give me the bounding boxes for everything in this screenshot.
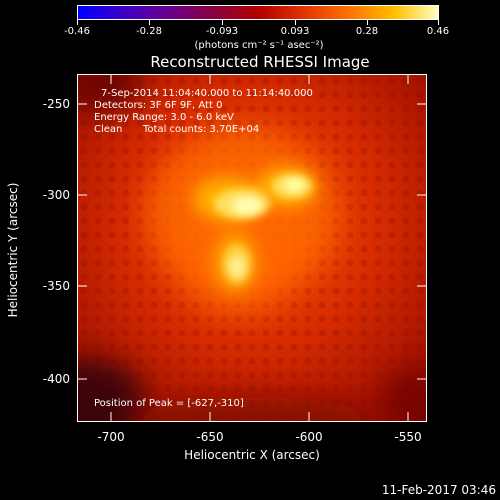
total-counts-label: Total counts: 3.70E+04 (142, 124, 259, 135)
colorbar-tick (438, 20, 439, 25)
peak-position-label: Position of Peak = [-627,-310] (94, 398, 244, 409)
colorbar (77, 5, 439, 20)
colorbar-tick (149, 20, 150, 25)
colorbar-tick-label: -0.46 (64, 26, 90, 37)
x-tick-label: -700 (97, 430, 125, 444)
x-tick-label: -550 (394, 430, 422, 444)
colorbar-tick (77, 20, 78, 25)
energy-range-label: Energy Range: 3.0 - 6.0 keV (94, 112, 234, 123)
timestamp: 11-Feb-2017 03:46 (381, 483, 496, 497)
x-axis-label: Heliocentric X (arcsec) (184, 448, 320, 462)
colorbar-tick (295, 20, 296, 25)
colorbar-tick-label: -0.28 (136, 26, 162, 37)
colorbar-units: (photons cm⁻² s⁻¹ asec⁻²) (194, 40, 324, 51)
clean-label: Clean (94, 124, 122, 135)
time-range-label: 7-Sep-2014 11:04:40.000 to 11:14:40.000 (101, 88, 313, 99)
x-tick-label: -650 (196, 430, 224, 444)
y-tick-label: -400 (42, 372, 70, 386)
colorbar-tick-label: 0.093 (280, 26, 310, 37)
detectors-label: Detectors: 3F 6F 9F, Att 0 (94, 100, 222, 111)
y-tick-label: -250 (42, 97, 70, 111)
colorbar-tick (222, 20, 223, 25)
colorbar-tick (367, 20, 368, 25)
x-tick-label: -600 (295, 430, 323, 444)
colorbar-tick-label: 0.46 (426, 26, 450, 37)
plot-title: Reconstructed RHESSI Image (150, 53, 370, 71)
y-axis-label: Heliocentric Y (arcsec) (6, 182, 20, 318)
colorbar-tick-label: -0.093 (205, 26, 239, 37)
rhessi-image: 7-Sep-2014 11:04:40.000 to 11:14:40.000 … (77, 74, 427, 422)
colorbar-tick-label: 0.28 (355, 26, 379, 37)
y-tick-label: -350 (42, 279, 70, 293)
y-tick-label: -300 (42, 188, 70, 202)
